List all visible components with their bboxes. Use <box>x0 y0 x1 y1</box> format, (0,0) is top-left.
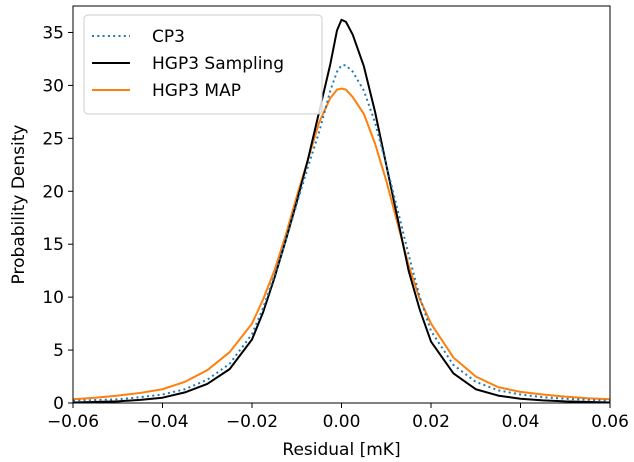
y-tick-label: 0 <box>53 394 64 414</box>
legend: CP3 HGP3 Sampling HGP3 MAP <box>83 14 323 115</box>
y-tick-label: 15 <box>42 235 64 255</box>
y-axis-ticks: 0 5 10 15 20 25 30 35 <box>42 23 73 414</box>
series-line-hgp3-sampling <box>72 18 611 404</box>
x-tick-label: 0.00 <box>323 412 361 432</box>
y-axis-label: Probability Density <box>9 125 29 285</box>
x-axis-ticks: −0.06 −0.04 −0.02 0.00 0.02 0.04 0.06 <box>47 403 629 432</box>
series-line-hgp3-map <box>72 87 611 401</box>
series-layer <box>72 18 611 404</box>
legend-box <box>83 14 323 115</box>
x-tick-label: −0.02 <box>226 412 278 432</box>
x-tick-label: 0.06 <box>591 412 629 432</box>
legend-label-cp3: CP3 <box>152 27 185 47</box>
x-tick-label: −0.04 <box>136 412 188 432</box>
y-tick-label: 20 <box>42 182 64 202</box>
x-tick-label: 0.02 <box>412 412 450 432</box>
y-tick-label: 35 <box>42 23 64 43</box>
x-tick-label: 0.04 <box>502 412 540 432</box>
x-axis-label: Residual [mK] <box>282 440 400 460</box>
y-tick-label: 5 <box>53 341 64 361</box>
y-tick-label: 30 <box>42 76 64 96</box>
y-tick-label: 25 <box>42 129 64 149</box>
legend-label-hgp3-map: HGP3 MAP <box>152 81 241 101</box>
y-tick-label: 10 <box>42 288 64 308</box>
legend-label-hgp3-sampling: HGP3 Sampling <box>152 54 284 74</box>
x-tick-label: −0.06 <box>47 412 99 432</box>
